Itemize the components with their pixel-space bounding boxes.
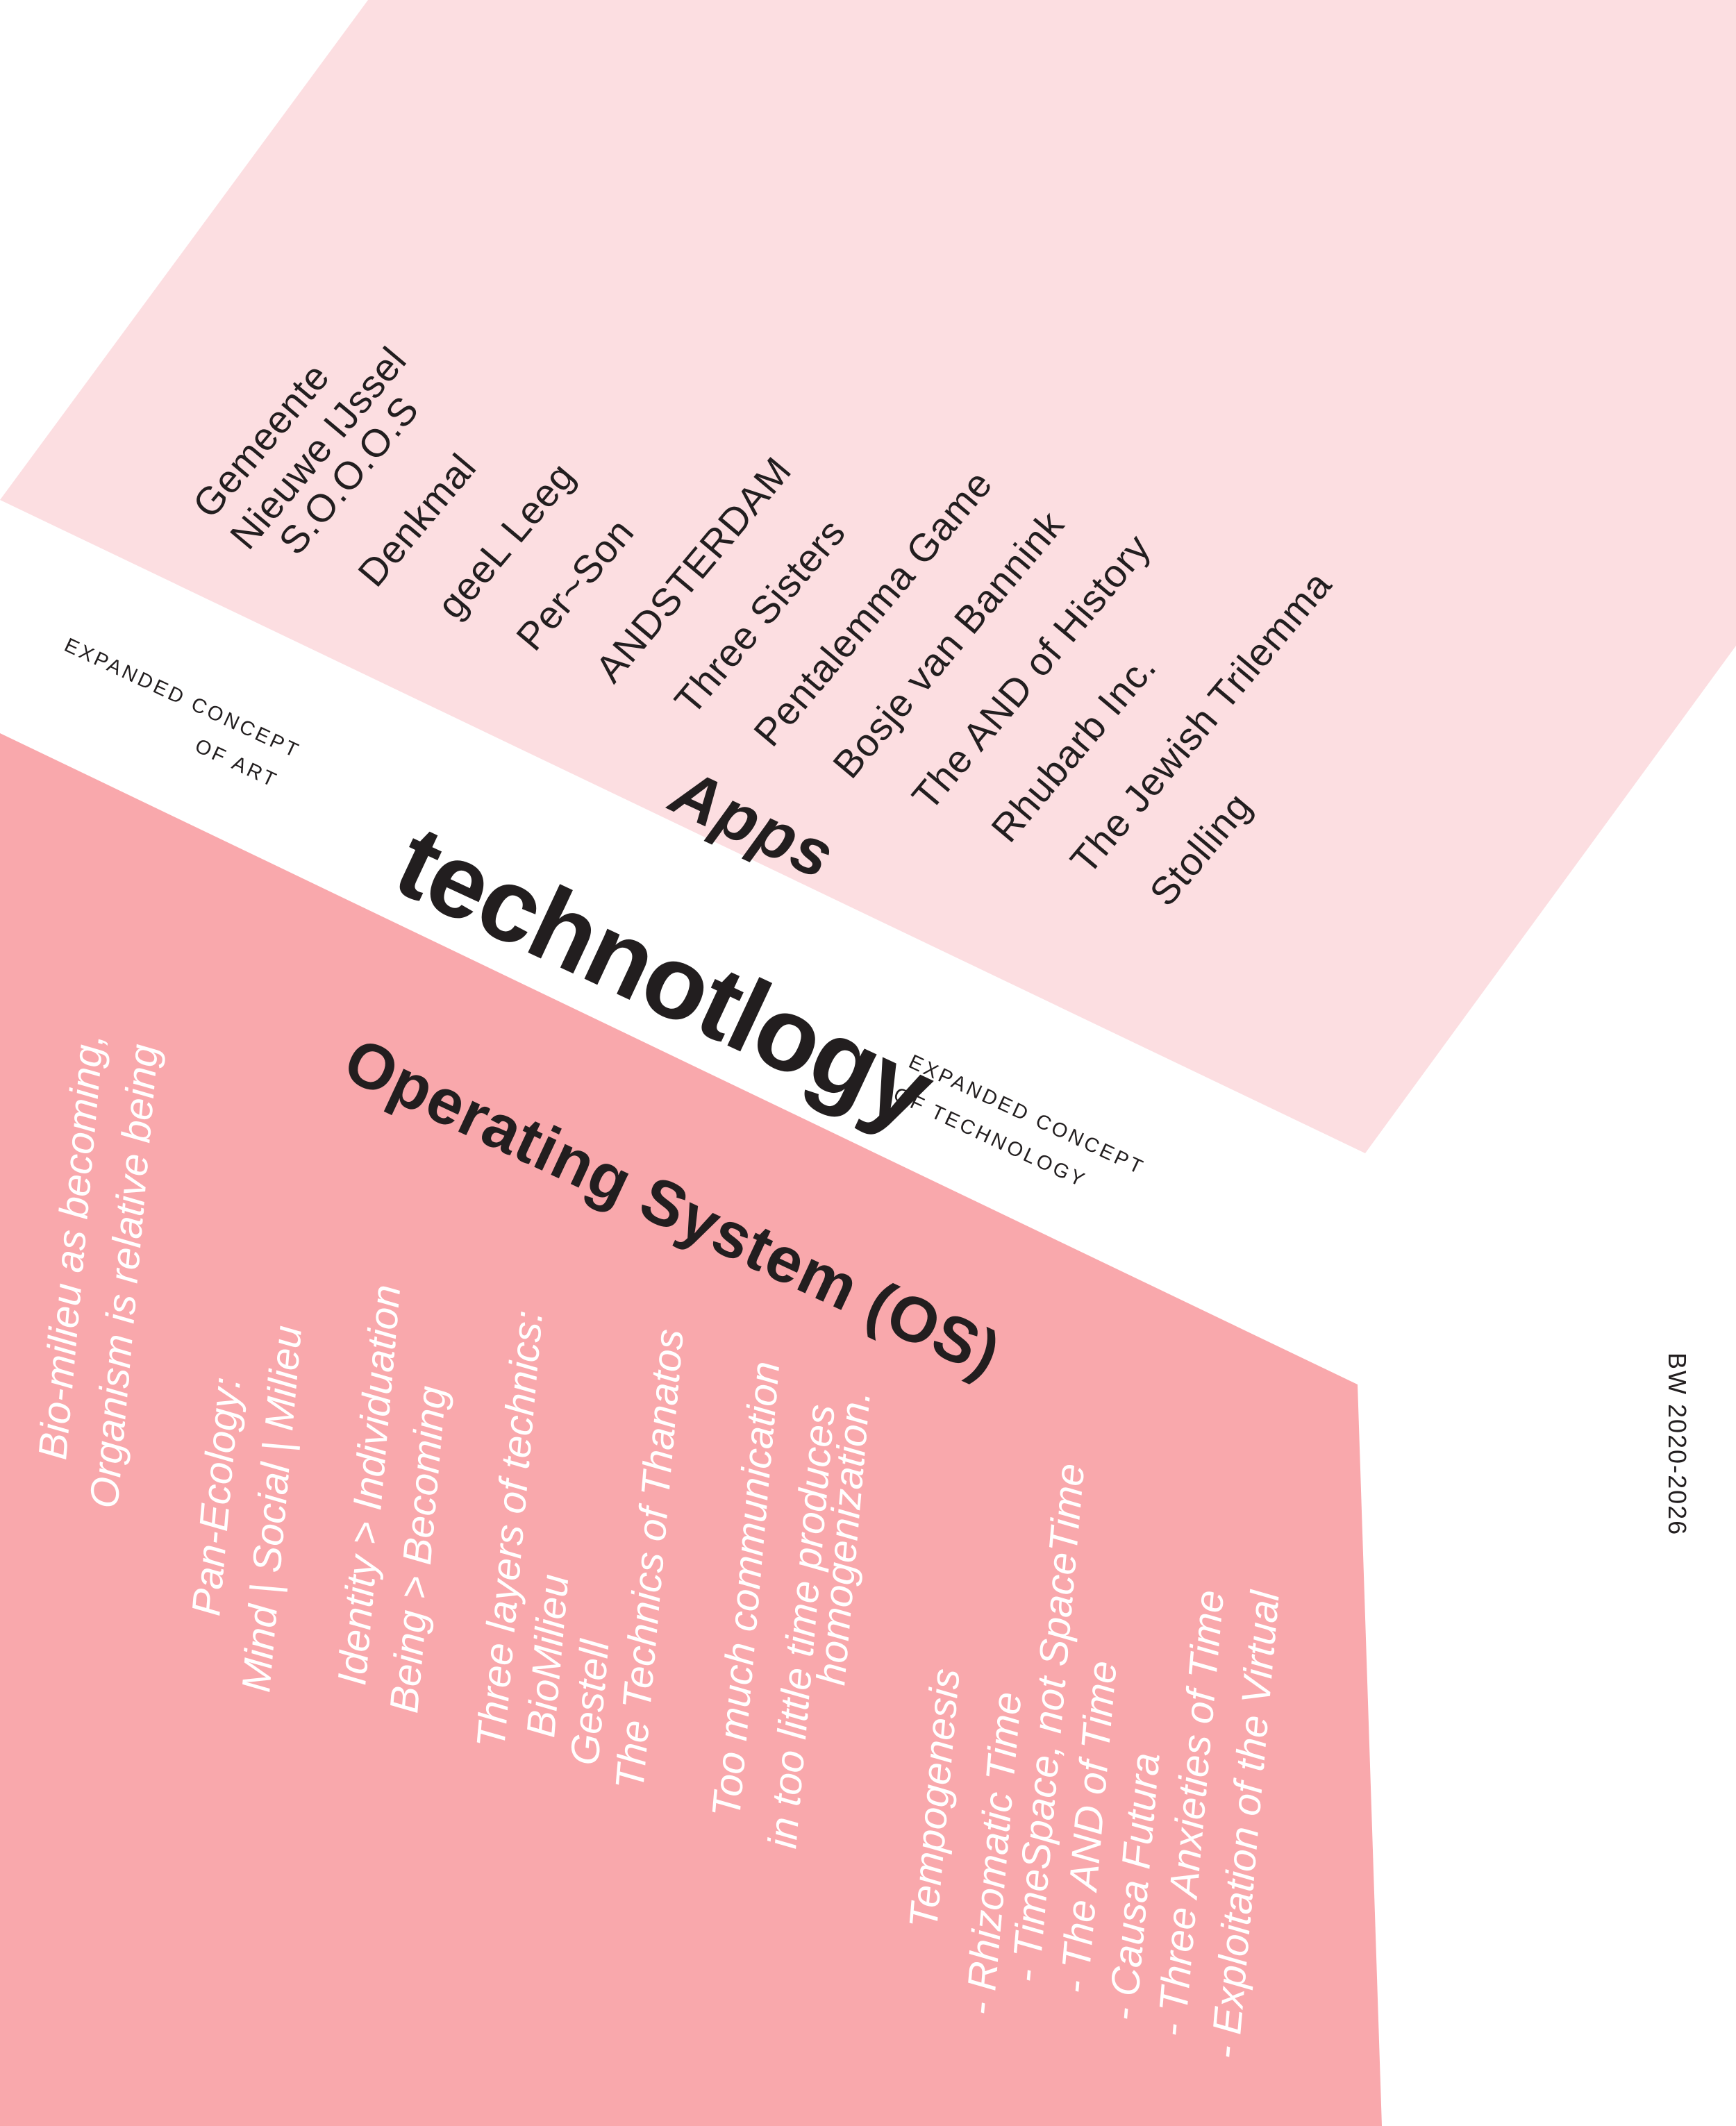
credit-text: BW 2020-2026 [1663, 1353, 1692, 1537]
